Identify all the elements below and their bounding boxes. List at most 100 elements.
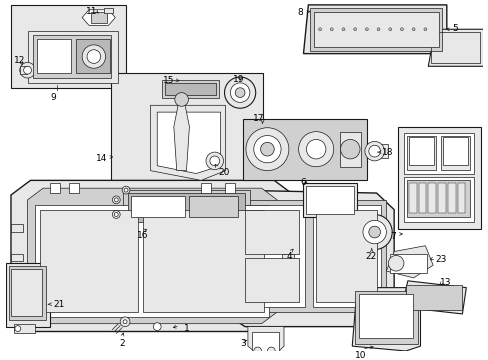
Bar	[314, 12, 438, 47]
Circle shape	[112, 211, 120, 219]
Circle shape	[253, 347, 261, 355]
Circle shape	[15, 326, 20, 332]
Bar	[358, 294, 412, 338]
Circle shape	[423, 28, 426, 31]
Circle shape	[245, 128, 288, 171]
Bar	[306, 186, 353, 213]
Polygon shape	[11, 180, 293, 332]
Bar	[165, 83, 215, 95]
Bar	[131, 196, 184, 217]
Circle shape	[205, 152, 223, 170]
Bar	[242, 205, 305, 307]
Bar	[282, 224, 293, 232]
Circle shape	[298, 132, 333, 167]
Polygon shape	[150, 105, 225, 180]
Polygon shape	[303, 5, 446, 54]
Bar	[418, 183, 426, 212]
Circle shape	[153, 323, 161, 330]
Circle shape	[368, 226, 380, 238]
Bar	[282, 253, 293, 261]
Bar	[37, 39, 71, 73]
Bar	[189, 196, 238, 217]
Text: 13: 13	[439, 278, 450, 287]
Bar	[408, 138, 433, 165]
Circle shape	[318, 28, 321, 31]
Bar	[11, 253, 22, 261]
Bar	[403, 177, 473, 222]
Bar	[11, 5, 126, 88]
Bar	[40, 210, 138, 312]
Bar	[11, 283, 22, 291]
Text: 19: 19	[233, 75, 244, 84]
Text: 16: 16	[137, 231, 148, 240]
Bar	[430, 32, 479, 63]
Circle shape	[267, 347, 275, 355]
Circle shape	[230, 83, 249, 102]
Circle shape	[123, 320, 127, 324]
Circle shape	[365, 28, 367, 31]
Bar	[282, 283, 293, 291]
Circle shape	[235, 88, 244, 98]
Circle shape	[112, 196, 120, 204]
Text: 7: 7	[389, 232, 395, 241]
Circle shape	[353, 28, 356, 31]
Bar	[397, 127, 480, 229]
Circle shape	[23, 66, 31, 74]
Bar	[14, 324, 35, 333]
Text: 23: 23	[434, 256, 446, 265]
Polygon shape	[351, 288, 420, 351]
Text: 14: 14	[96, 154, 107, 163]
Circle shape	[329, 28, 332, 31]
Polygon shape	[247, 327, 284, 356]
Polygon shape	[27, 188, 277, 324]
Bar	[406, 135, 435, 170]
Bar	[457, 183, 465, 212]
Text: 3: 3	[240, 339, 245, 348]
Circle shape	[114, 198, 118, 202]
Circle shape	[253, 135, 281, 163]
Polygon shape	[27, 31, 118, 83]
Bar	[111, 73, 262, 234]
Text: 5: 5	[452, 24, 457, 33]
Bar	[69, 183, 79, 193]
Circle shape	[20, 62, 35, 78]
Text: 21: 21	[53, 300, 64, 309]
Bar	[244, 210, 298, 253]
Circle shape	[376, 28, 379, 31]
Bar	[76, 39, 110, 73]
Bar	[50, 183, 60, 193]
Bar	[370, 144, 387, 158]
Polygon shape	[243, 119, 366, 180]
Circle shape	[120, 317, 130, 327]
Polygon shape	[157, 112, 220, 174]
Bar	[447, 183, 455, 212]
Circle shape	[174, 93, 188, 106]
Bar	[128, 193, 244, 222]
Bar	[20, 66, 26, 74]
Text: 4: 4	[286, 252, 292, 261]
Polygon shape	[173, 98, 189, 171]
Polygon shape	[82, 10, 115, 25]
Circle shape	[400, 28, 403, 31]
Bar	[316, 210, 376, 302]
Circle shape	[124, 188, 128, 192]
Bar	[406, 180, 469, 217]
Text: 15: 15	[163, 76, 174, 85]
Text: 2: 2	[119, 339, 124, 348]
Bar	[408, 183, 416, 212]
Circle shape	[82, 45, 105, 68]
Text: 10: 10	[354, 351, 366, 360]
Bar	[6, 263, 50, 327]
Bar	[35, 205, 269, 317]
Bar	[103, 8, 113, 13]
Bar	[162, 80, 218, 98]
Bar	[142, 210, 264, 312]
Text: 8: 8	[297, 8, 303, 17]
Bar	[354, 291, 417, 344]
Circle shape	[87, 50, 101, 63]
Bar	[11, 269, 42, 316]
Bar	[91, 12, 106, 23]
Polygon shape	[230, 190, 393, 327]
Polygon shape	[386, 246, 432, 278]
Bar	[389, 253, 427, 273]
